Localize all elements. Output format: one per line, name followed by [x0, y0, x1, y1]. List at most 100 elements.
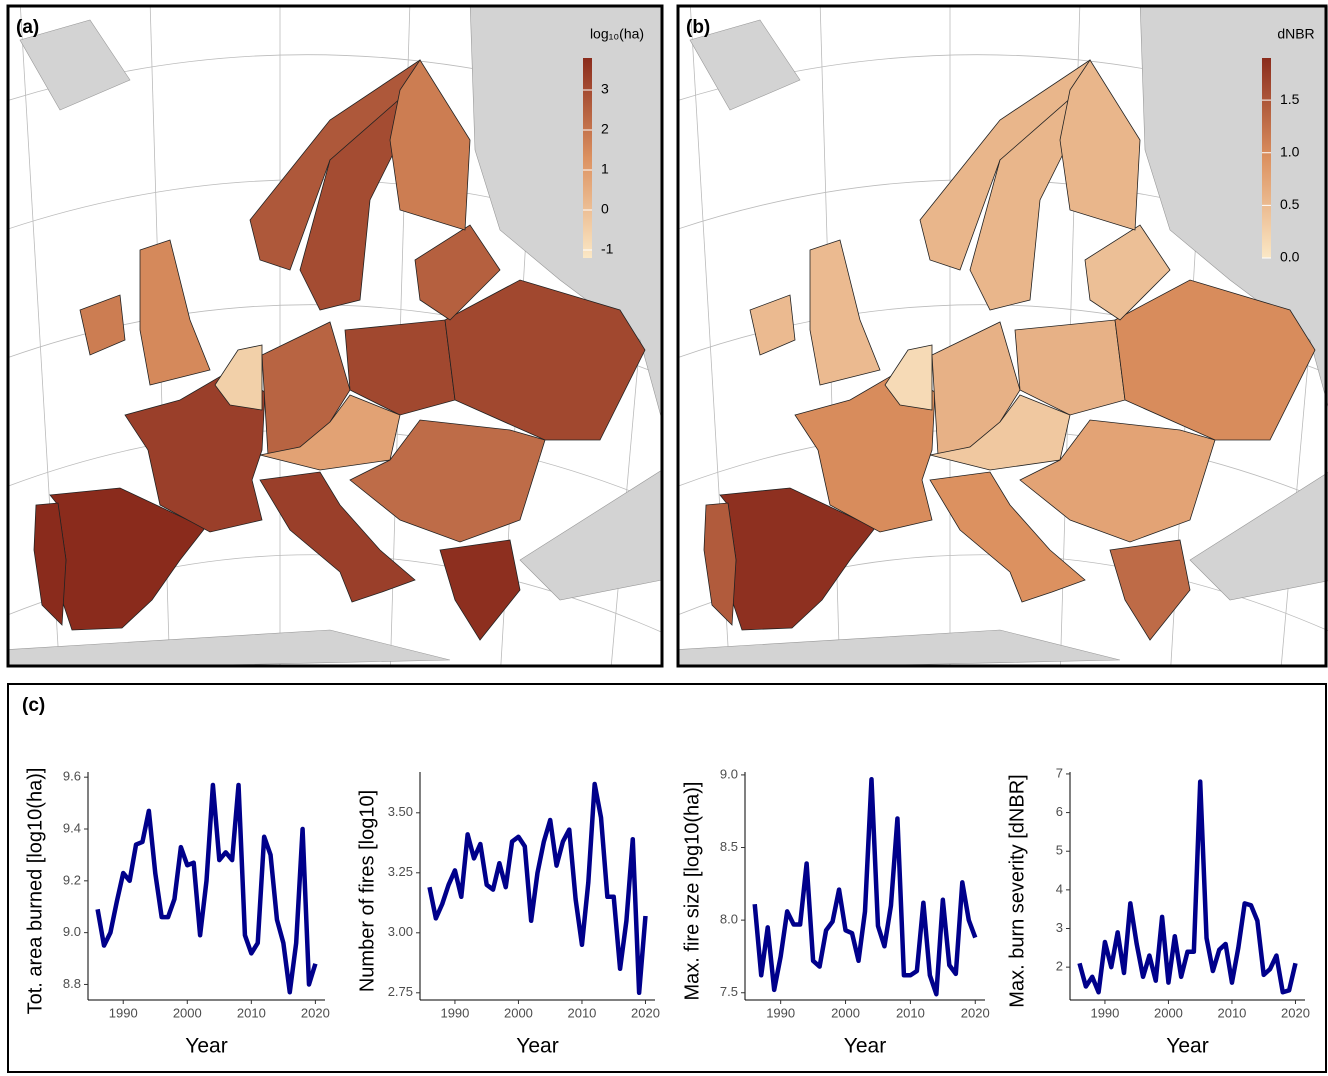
region: [1114, 279, 1316, 441]
x-tick-label: 2000: [1154, 1005, 1183, 1020]
y-tick-label: 2.75: [388, 984, 413, 999]
x-axis-title: Year: [1166, 1035, 1208, 1058]
land: [19, 19, 131, 111]
panel-frame: [676, 4, 1328, 668]
map-b: [678, 6, 1328, 666]
y-axis-title: Max. burn severity [dNBR]: [1006, 774, 1028, 1007]
y-tick-label: 8.8: [63, 976, 81, 991]
panel-label: (b): [686, 17, 710, 38]
colorbar-tick-label: 1: [601, 161, 609, 177]
colorbar-tick-label: -1: [601, 241, 614, 257]
x-tick-label: 1990: [440, 1005, 469, 1020]
y-tick-label: 9.4: [63, 820, 81, 835]
region: [299, 88, 411, 311]
region: [139, 239, 211, 386]
region: [259, 471, 416, 603]
region: [1014, 319, 1126, 416]
x-tick-label: 2000: [504, 1005, 533, 1020]
y-tick-label: 8.0: [720, 912, 738, 927]
y-tick-label: 9.6: [63, 769, 81, 784]
region: [79, 294, 126, 356]
panel-frame: [7, 683, 1327, 1073]
x-tick-label: 2010: [896, 1005, 925, 1020]
y-tick-label: 3.25: [388, 864, 413, 879]
y-tick-label: 6: [1056, 804, 1063, 819]
x-tick-label: 2010: [1217, 1005, 1246, 1020]
region: [884, 344, 933, 411]
y-tick-label: 7.5: [720, 984, 738, 999]
x-tick-label: 2010: [237, 1005, 266, 1020]
y-axis-title: Max. fire size [log10(ha)]: [681, 782, 703, 1001]
line: [427, 781, 648, 996]
y-tick-label: 8.5: [720, 839, 738, 854]
x-axis-title: Year: [185, 1035, 227, 1058]
x-tick-label: 2020: [631, 1005, 660, 1020]
region: [444, 279, 646, 441]
panel-frame: [6, 4, 664, 668]
x-tick-label: 1990: [1090, 1005, 1119, 1020]
x-tick-label: 2020: [1281, 1005, 1310, 1020]
region: [344, 319, 456, 416]
line: [95, 782, 318, 995]
y-tick-label: 9.2: [63, 872, 81, 887]
x-tick-label: 1990: [109, 1005, 138, 1020]
x-axis-title: Year: [844, 1035, 886, 1058]
x-tick-label: 2000: [831, 1005, 860, 1020]
colorbar-tick-label: 3: [601, 81, 609, 97]
y-tick-label: 4: [1056, 881, 1063, 896]
colorbar-tick-label: 2: [601, 121, 609, 137]
y-tick-label: 3.00: [388, 924, 413, 939]
line: [752, 777, 978, 997]
x-tick-label: 2010: [567, 1005, 596, 1020]
y-tick-label: 2: [1056, 959, 1063, 974]
colorbar-tick-label: 0.5: [1280, 196, 1300, 212]
y-axis-title: Tot. area burned [log10(ha)]: [24, 768, 46, 1015]
y-tick-label: 5: [1056, 843, 1063, 858]
land: [8, 629, 451, 666]
region: [809, 239, 881, 386]
y-axis-title: Number of fires [log10]: [356, 790, 378, 992]
colorbar-label: log₁₀(ha): [590, 26, 644, 42]
region: [929, 471, 1086, 603]
region: [929, 394, 1071, 471]
colorbar: [1262, 58, 1271, 258]
y-tick-label: 3: [1056, 920, 1063, 935]
colorbar: [583, 58, 592, 258]
panel-label: (c): [22, 695, 45, 716]
land: [519, 469, 662, 601]
region: [33, 502, 67, 626]
region: [1059, 59, 1141, 231]
map-a: [8, 6, 662, 666]
overlay: (a) log₁₀(ha) -1 0 1 2 3 (b) dNBR 0.0 0.5 1.0 1.5 (c)…: [16, 17, 1315, 1058]
y-tick-label: 7: [1056, 765, 1063, 780]
region: [703, 502, 737, 626]
colorbar-tick-label: 0.0: [1280, 249, 1300, 265]
region: [414, 224, 501, 321]
region: [969, 88, 1081, 311]
land: [1189, 472, 1328, 601]
region: [259, 394, 401, 471]
region: [749, 294, 796, 356]
land: [678, 629, 1121, 666]
colorbar-tick-label: 1.5: [1280, 91, 1300, 107]
region: [214, 344, 263, 411]
region: [1084, 224, 1171, 321]
region: [124, 371, 266, 533]
y-tick-label: 9.0: [63, 924, 81, 939]
region: [794, 371, 936, 533]
x-tick-label: 2000: [173, 1005, 202, 1020]
region: [389, 59, 471, 231]
y-tick-label: 3.50: [388, 804, 413, 819]
x-tick-label: 2020: [961, 1005, 990, 1020]
land: [689, 19, 801, 111]
line: [1077, 779, 1298, 995]
x-tick-label: 2020: [301, 1005, 330, 1020]
region: [439, 539, 521, 641]
region: [1109, 539, 1191, 641]
x-axis-title: Year: [516, 1035, 558, 1058]
colorbar-tick-label: 0: [601, 201, 609, 217]
y-tick-label: 9.0: [720, 766, 738, 781]
panel-label: (a): [16, 17, 39, 38]
x-tick-label: 1990: [766, 1005, 795, 1020]
